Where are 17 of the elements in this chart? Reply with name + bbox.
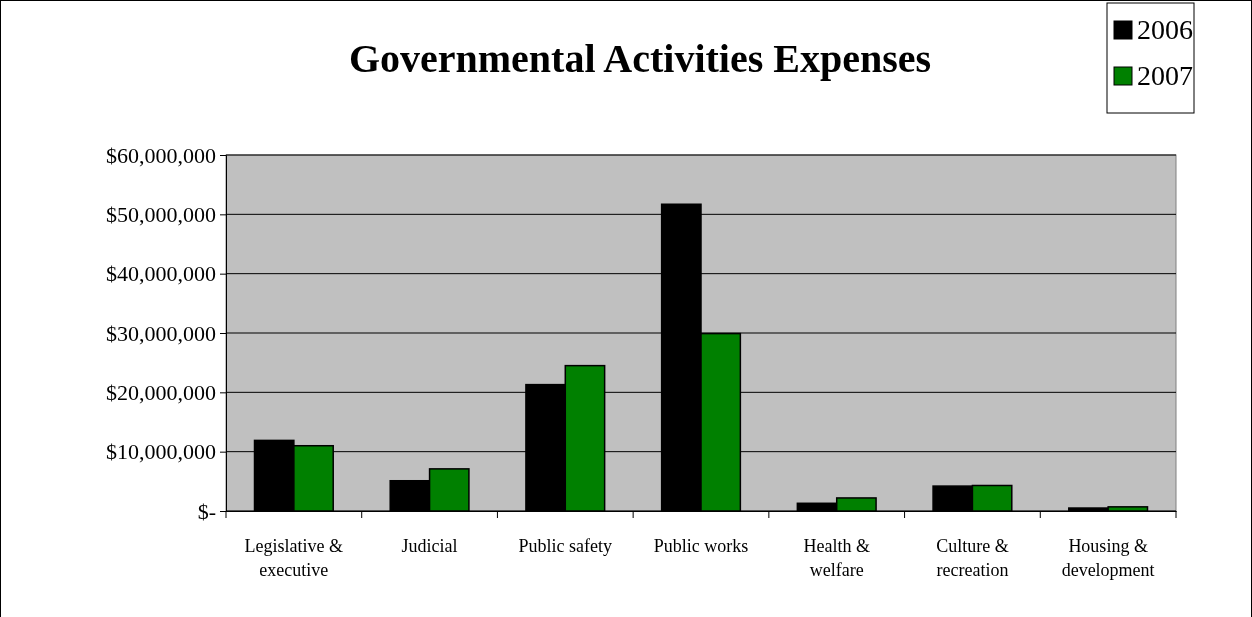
legend-label: 2007 (1137, 60, 1193, 91)
x-tick-label: Housing & development (1061, 536, 1155, 580)
x-tick-label: Judicial (401, 536, 458, 556)
x-tick-label: Culture & recreation (936, 536, 1009, 580)
y-tick-label: $30,000,000 (106, 320, 216, 346)
x-tick-label: Legislative & executive (244, 536, 344, 580)
y-tick-label: $20,000,000 (106, 379, 216, 405)
x-tick-label: Health & welfare (803, 536, 870, 580)
y-tick-label: $- (197, 498, 216, 524)
legend-label: 2006 (1137, 14, 1193, 45)
chart-title: Governmental Activities Expenses (348, 36, 932, 81)
x-tick-label: Public safety (518, 536, 613, 556)
y-tick-label: $10,000,000 (106, 439, 216, 465)
y-tick-label: $40,000,000 (106, 261, 216, 287)
y-tick-label: $50,000,000 (106, 201, 216, 227)
y-tick-label: $60,000,000 (106, 142, 216, 168)
x-tick-label: Public works (653, 536, 749, 556)
